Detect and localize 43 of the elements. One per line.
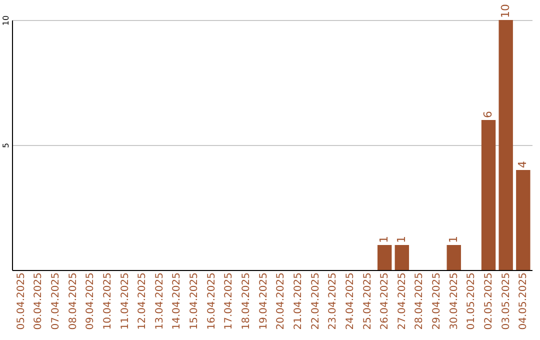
data-label: 10 bbox=[498, 4, 512, 18]
x-tick-label: 29.04.2025 bbox=[432, 272, 443, 330]
data-label: 1 bbox=[446, 236, 460, 243]
y-tick-label: 5 bbox=[2, 142, 10, 148]
bar bbox=[446, 245, 461, 270]
x-tick-label: 25.04.2025 bbox=[362, 272, 374, 330]
x-tick-label: 03.05.2025 bbox=[500, 272, 512, 330]
x-tick-label: 12.04.2025 bbox=[137, 272, 148, 330]
x-tick-label: 20.04.2025 bbox=[276, 272, 287, 330]
x-tick-label: 15.04.2025 bbox=[189, 272, 200, 330]
x-tick-label: 14.04.2025 bbox=[172, 272, 183, 330]
data-label: 1 bbox=[378, 236, 391, 243]
bar bbox=[481, 120, 496, 270]
x-tick-label: 04.05.2025 bbox=[518, 272, 530, 330]
x-tick-label: 07.04.2025 bbox=[50, 272, 62, 330]
data-label: 1 bbox=[394, 236, 408, 243]
x-tick-label: 06.04.2025 bbox=[33, 272, 44, 330]
x-tick-label: 18.04.2025 bbox=[241, 272, 252, 330]
data-label: 6 bbox=[482, 111, 495, 118]
data-label: 4 bbox=[516, 161, 530, 168]
bar bbox=[377, 245, 392, 270]
x-tick-label: 24.04.2025 bbox=[344, 272, 356, 330]
x-tick-label: 08.04.2025 bbox=[68, 272, 79, 330]
x-tick-label: 11.04.2025 bbox=[120, 272, 131, 330]
x-tick-label: 30.04.2025 bbox=[448, 272, 460, 330]
bar bbox=[516, 170, 530, 270]
x-tick-label: 10.04.2025 bbox=[102, 272, 114, 330]
x-tick-label: 23.04.2025 bbox=[328, 272, 339, 330]
x-tick-label: 22.04.2025 bbox=[310, 272, 322, 330]
x-tick-label: 17.04.2025 bbox=[224, 272, 235, 330]
x-tick-label: 05.04.2025 bbox=[16, 272, 27, 330]
x-tick-label: 19.04.2025 bbox=[258, 272, 270, 330]
x-tick-label: 26.04.2025 bbox=[380, 272, 391, 330]
x-tick-label: 27.04.2025 bbox=[396, 272, 408, 330]
bar bbox=[498, 20, 513, 270]
x-tick-label: 21.04.2025 bbox=[292, 272, 304, 330]
x-tick-label: 13.04.2025 bbox=[154, 272, 166, 330]
x-tick-label: 01.05.2025 bbox=[466, 272, 478, 330]
bar bbox=[394, 245, 410, 270]
x-tick-label: 28.04.2025 bbox=[414, 272, 426, 330]
x-tick-label: 09.04.2025 bbox=[85, 272, 96, 330]
x-tick-label: 16.04.2025 bbox=[206, 272, 218, 330]
x-tick-label: 02.05.2025 bbox=[484, 272, 495, 330]
